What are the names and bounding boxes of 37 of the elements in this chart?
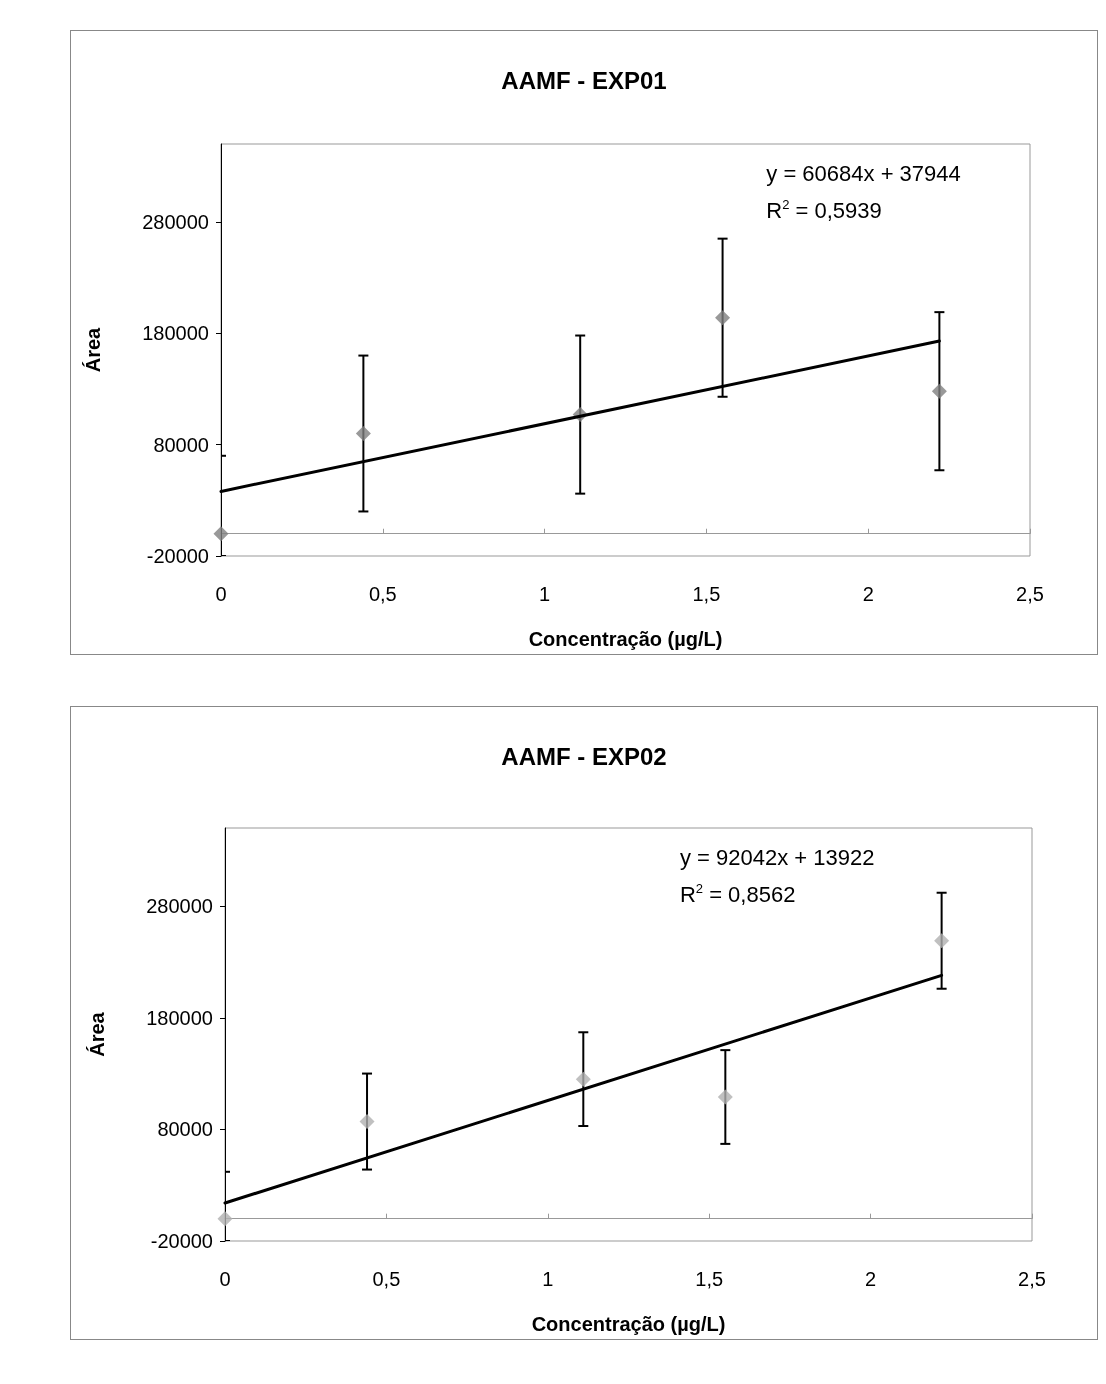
y-tick-label: -20000 — [150, 1230, 213, 1252]
point — [931, 383, 947, 399]
x-tick-label: 2,5 — [1016, 583, 1044, 605]
x-tick-label: 1,5 — [692, 583, 721, 605]
y-tick-label: 180000 — [146, 1006, 213, 1029]
y-tick-label: 280000 — [146, 895, 213, 918]
x-tick-label: 2 — [865, 1268, 877, 1290]
annotation: y = 92042x + 13922 — [679, 844, 875, 870]
y-axis-title: Área — [82, 326, 104, 373]
x-tick-label: 2,5 — [1018, 1268, 1046, 1290]
y-tick-label: 80000 — [157, 1118, 213, 1141]
x-axis-title: Concentração (µg/L) — [531, 1313, 726, 1335]
point — [359, 1114, 375, 1130]
y-tick-label: 180000 — [142, 322, 209, 345]
y-tick-label: 280000 — [142, 210, 209, 233]
point — [217, 1211, 233, 1227]
x-axis-title: Concentração (µg/L) — [528, 628, 723, 650]
y-tick-label: 80000 — [153, 433, 209, 456]
x-tick-label: 2 — [862, 583, 874, 605]
point — [575, 1071, 591, 1087]
chart-title: AAMF - EXP02 — [501, 742, 667, 770]
x-tick-label: 1,5 — [695, 1268, 724, 1290]
point — [934, 933, 950, 949]
x-tick-label: 0,5 — [372, 1268, 401, 1290]
point — [715, 310, 731, 326]
y-tick-label: -20000 — [146, 545, 209, 567]
point — [213, 526, 229, 542]
point — [355, 426, 371, 442]
x-tick-label: 0 — [219, 1268, 231, 1290]
x-tick-label: 1 — [539, 583, 551, 605]
point — [717, 1089, 733, 1105]
chart-title: AAMF - EXP01 — [501, 66, 667, 94]
annotation: y = 60684x + 37944 — [766, 160, 961, 186]
x-tick-label: 0,5 — [368, 583, 397, 605]
x-tick-label: 1 — [542, 1268, 554, 1290]
x-tick-label: 0 — [215, 583, 227, 605]
y-axis-title: Área — [86, 1011, 108, 1057]
